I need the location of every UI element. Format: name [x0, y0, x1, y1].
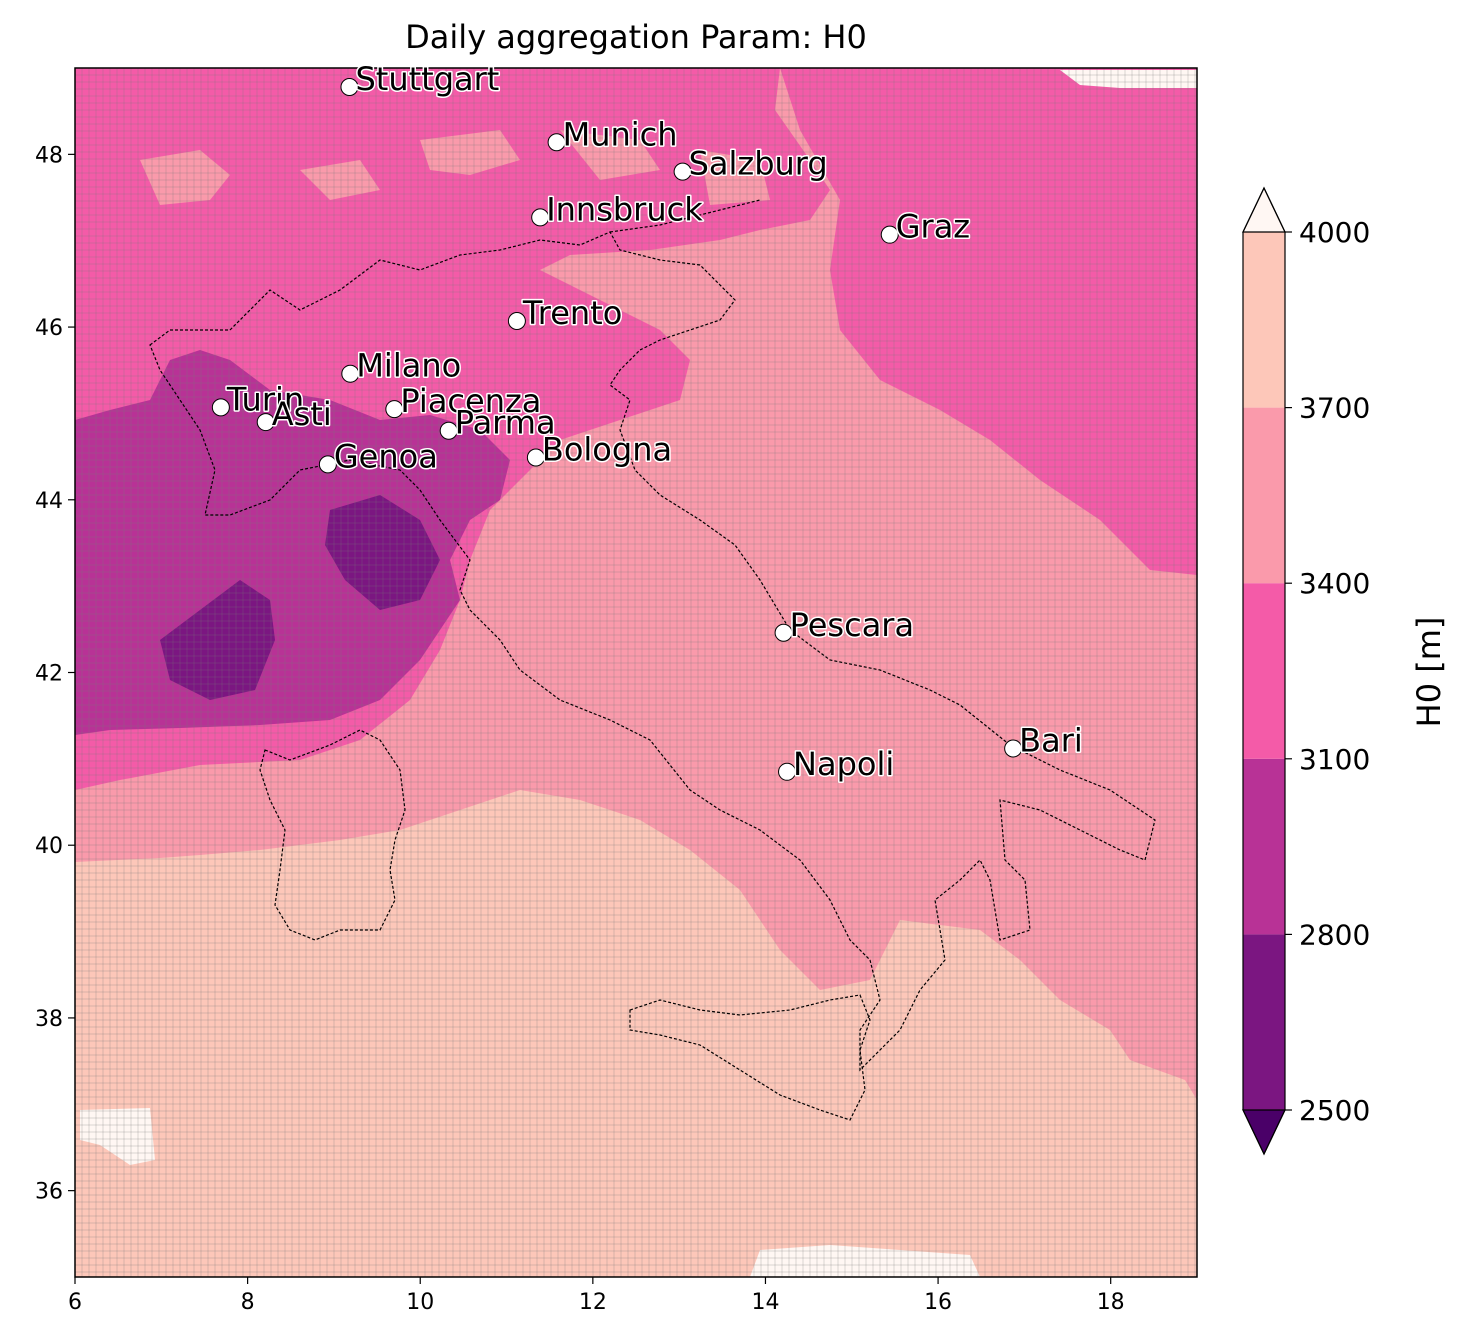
- x-tick-label: 16: [924, 1290, 952, 1315]
- x-tick-label: 14: [751, 1290, 779, 1315]
- austria-border: [609, 199, 761, 233]
- city-label-salzburg: Salzburg: [689, 145, 828, 183]
- city-label-turin: Turin: [226, 380, 304, 418]
- city-label-halo: Bari: [1019, 721, 1083, 759]
- coastlines: [149, 199, 1156, 1121]
- city-label-halo: Genoa: [334, 437, 438, 475]
- colorbar: 2500 2800 3100 3400 3700 4000 H0 [m]: [1242, 186, 1448, 1156]
- city-label-graz: Graz: [896, 208, 970, 246]
- city-label-genoa: Genoa: [334, 437, 438, 475]
- city-label-bari: Bari: [1019, 721, 1083, 759]
- colorbar-tick-label: 2800: [1299, 918, 1370, 951]
- y-tick-label: 42: [35, 662, 63, 687]
- city-marker-parma: [439, 421, 458, 440]
- x-tick-label: 18: [1097, 1290, 1125, 1315]
- city-label-halo: Asti: [272, 395, 332, 433]
- city-label-innsbruck: Innsbruck: [546, 190, 703, 228]
- colorbar-swatch: [1243, 232, 1285, 408]
- city-label-stuttgart: Stuttgart: [355, 60, 499, 98]
- city-marker-bari: [1004, 739, 1023, 758]
- city-label-parma: Parma: [455, 404, 556, 442]
- y-tick-label: 36: [35, 1180, 63, 1205]
- city-marker-piacenza: [385, 400, 404, 419]
- city-label-halo: Salzburg: [689, 145, 828, 183]
- city-marker-napoli: [778, 762, 797, 781]
- city-marker-munich: [547, 133, 566, 152]
- city-label-napoli: Napoli: [793, 745, 894, 783]
- colorbar-tick-label: 3400: [1299, 567, 1370, 600]
- y-tick-label: 40: [35, 834, 63, 859]
- city-label-halo: Turin: [226, 380, 304, 418]
- city-marker-bologna: [526, 448, 545, 467]
- city-label-halo: Stuttgart: [355, 60, 499, 98]
- x-tick-label: 10: [406, 1290, 434, 1315]
- sardinia-coastline: [259, 729, 406, 941]
- city-label-halo: Milano: [356, 347, 461, 385]
- city-label-bologna: Bologna: [542, 430, 672, 468]
- city-marker-turin: [211, 398, 230, 417]
- colorbar-swatches: [1242, 186, 1286, 1156]
- x-tick-label: 6: [68, 1290, 82, 1315]
- colorbar-tick-label: 3100: [1299, 743, 1370, 776]
- y-tick-label: 48: [35, 143, 63, 168]
- field-patches-north: [140, 130, 770, 205]
- city-marker-trento: [507, 312, 526, 331]
- colorbar-swatch: [1243, 407, 1285, 584]
- colorbar-tick-label: 2500: [1299, 1094, 1370, 1127]
- city-label-halo: Bologna: [542, 430, 672, 468]
- x-tick-label: 12: [579, 1290, 607, 1315]
- city-marker-graz: [880, 225, 899, 244]
- city-marker-genoa: [318, 455, 337, 474]
- city-label-halo: Pescara: [790, 606, 914, 644]
- colorbar-tick-label: 3700: [1299, 392, 1370, 425]
- city-marker-asti: [256, 413, 275, 432]
- colorbar-swatch: [1243, 758, 1285, 935]
- h0-field: [75, 68, 1197, 1277]
- chart-title: Daily aggregation Param: H0: [405, 18, 867, 56]
- city-label-asti: Asti: [272, 395, 332, 433]
- city-label-halo: Graz: [896, 208, 970, 246]
- colorbar-under-arrow: [1242, 1109, 1286, 1156]
- y-tick-label: 46: [35, 316, 63, 341]
- city-label-halo: Napoli: [793, 745, 894, 783]
- y-tick-label: 38: [35, 1007, 63, 1032]
- city-marker-pescara: [774, 623, 793, 642]
- colorbar-label: H0 [m]: [1410, 617, 1448, 728]
- city-label-milano: Milano: [356, 347, 461, 385]
- city-label-halo: Trento: [522, 294, 622, 332]
- y-axis: 36 38 40 42 44 46 48: [35, 143, 75, 1205]
- city-label-munich: Munich: [563, 115, 678, 153]
- colorbar-tick-label: 4000: [1299, 216, 1370, 249]
- colorbar-swatch: [1243, 583, 1285, 759]
- city-marker-stuttgart: [340, 77, 359, 96]
- colorbar-swatch: [1243, 934, 1285, 1110]
- sicily-coastline: [629, 994, 871, 1121]
- x-axis: 6 8 10 12 14 16 18: [68, 1277, 1125, 1315]
- city-label-halo: Innsbruck: [546, 190, 703, 228]
- city-marker-innsbruck: [531, 208, 550, 227]
- grid-lines: [75, 68, 1197, 1277]
- city-label-halo: Piacenza: [400, 382, 541, 420]
- colorbar-over-arrow: [1242, 186, 1286, 233]
- italy-coastline: [149, 231, 1156, 1072]
- city-marker-salzburg: [673, 162, 692, 181]
- city-label-pescara: Pescara: [790, 606, 914, 644]
- city-markers: StuttgartStuttgartMunichMunichSalzburgSa…: [211, 58, 1084, 784]
- city-label-trento: Trento: [522, 294, 622, 332]
- city-label-piacenza: Piacenza: [400, 382, 541, 420]
- x-tick-label: 8: [241, 1290, 255, 1315]
- grid-cells: [75, 68, 1197, 1277]
- city-label-halo: Munich: [563, 115, 678, 153]
- city-marker-milano: [341, 364, 360, 383]
- colorbar-ticks: 2500 2800 3100 3400 3700 4000: [1285, 216, 1370, 1127]
- field-band-3100-3400-east: [780, 68, 1197, 575]
- city-label-halo: Parma: [455, 404, 556, 442]
- y-tick-label: 44: [35, 489, 63, 514]
